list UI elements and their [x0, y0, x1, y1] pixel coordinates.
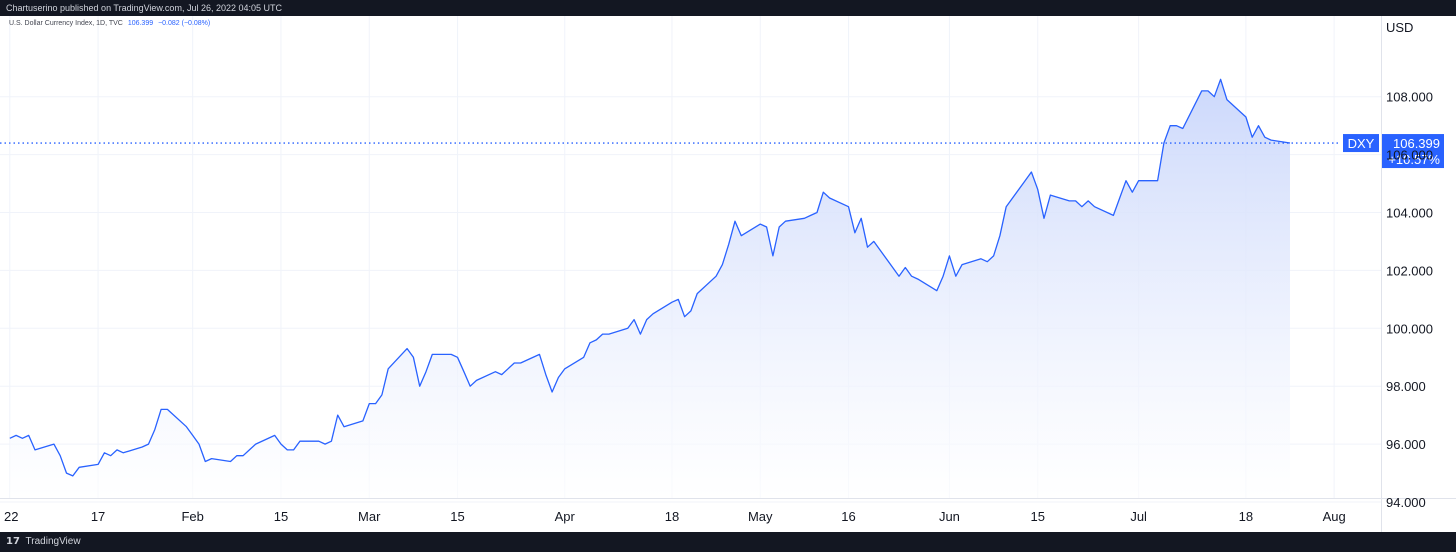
chart-area[interactable]: DXY 106.399 +10.57% USD 94.000 96.000 98.000 10… [0, 16, 1456, 532]
publish-info-bar: Chartuserino published on TradingView.co… [0, 0, 1456, 16]
x-tick-label: Mar [358, 509, 381, 524]
legend-title: U.S. Dollar Currency Index, 1D, TVC [9, 20, 123, 27]
x-tick-label: 22 [4, 509, 18, 524]
x-tick-label: 15 [1031, 509, 1045, 524]
x-tick-label: May [748, 509, 773, 524]
tradingview-logo-icon: 17 [6, 536, 20, 547]
series-area-fill [9, 79, 1290, 499]
y-tick-label: 106.000 [1386, 148, 1433, 163]
legend-last-value: 106.399 [127, 20, 154, 27]
x-tick-label: Feb [181, 509, 203, 524]
legend-change: −0.082 (−0.08%) [158, 20, 211, 27]
tradingview-footer: 17 TradingView [0, 532, 1456, 552]
x-tick-label: 16 [841, 509, 855, 524]
y-tick-label: 94.000 [1386, 495, 1426, 510]
x-tick-label: 17 [91, 509, 105, 524]
x-tick-label: Jul [1130, 509, 1147, 524]
last-price-badge [1382, 134, 1444, 169]
y-tick-label: 96.000 [1386, 437, 1426, 452]
price-chart[interactable]: DXY 106.399+10.57%USD94.00096.00098.00010… [0, 16, 1456, 532]
last-change-percent: +10.57% [1388, 152, 1440, 167]
y-tick-label: 104.000 [1386, 206, 1433, 221]
y-tick-label: 102.000 [1386, 263, 1433, 278]
y-tick-label: 108.000 [1386, 90, 1433, 105]
x-tick-label: 15 [450, 509, 464, 524]
brand-name: TradingView [25, 536, 81, 547]
currency-unit-label: USD [1386, 20, 1413, 35]
x-tick-label: Jun [939, 509, 960, 524]
y-tick-label: 98.000 [1386, 379, 1426, 394]
x-tick-label: 15 [274, 509, 288, 524]
x-tick-label: 18 [1239, 509, 1253, 524]
chart-legend: U.S. Dollar Currency Index, 1D, TVC 106.… [9, 20, 210, 27]
x-tick-label: Aug [1323, 509, 1346, 524]
symbol-badge [1343, 134, 1379, 153]
x-tick-label: Apr [555, 509, 576, 524]
published-text: Chartuserino published on TradingView.co… [6, 3, 282, 13]
symbol-label: DXY [1348, 136, 1375, 151]
y-tick-label: 100.000 [1386, 321, 1433, 336]
x-tick-label: 18 [665, 509, 679, 524]
last-price-value: 106.399 [1393, 136, 1440, 151]
dxy-series-line[interactable] [9, 78, 1291, 477]
